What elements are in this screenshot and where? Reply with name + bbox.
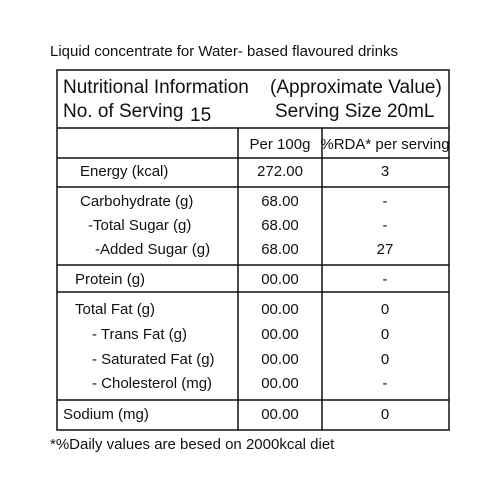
col-header: Per 100g xyxy=(250,136,311,153)
row-label: - Cholesterol (mg) xyxy=(92,375,212,392)
rda: 0 xyxy=(381,351,389,368)
col-header: %RDA* per serving xyxy=(320,136,449,153)
row-label: - Saturated Fat (g) xyxy=(92,351,215,368)
row-label: -Total Sugar (g) xyxy=(88,217,191,234)
per-100g: 00.00 xyxy=(261,271,299,288)
row-label: -Added Sugar (g) xyxy=(95,241,210,258)
rda: 0 xyxy=(381,301,389,318)
rda: - xyxy=(383,193,388,210)
row-label: Total Fat (g) xyxy=(75,301,155,318)
per-100g: 00.00 xyxy=(261,375,299,392)
per-100g: 00.00 xyxy=(261,351,299,368)
row-label: Energy (kcal) xyxy=(80,163,168,180)
subtitle: Liquid concentrate for Water- based flav… xyxy=(50,43,398,60)
per-100g: 272.00 xyxy=(257,163,303,180)
row-label: Carbohydrate (g) xyxy=(80,193,193,210)
rda: 0 xyxy=(381,326,389,343)
per-100g: 00.00 xyxy=(261,301,299,318)
title: Nutritional Information xyxy=(63,77,249,98)
note: (Approximate Value) xyxy=(270,77,442,98)
rda: 0 xyxy=(381,406,389,423)
footnote: *%Daily values are besed on 2000kcal die… xyxy=(50,436,335,453)
per-100g: 68.00 xyxy=(261,193,299,210)
row-label: Protein (g) xyxy=(75,271,145,288)
rda: - xyxy=(383,271,388,288)
rda: 27 xyxy=(377,241,394,258)
table-border xyxy=(56,69,450,431)
rda: 3 xyxy=(381,163,389,180)
per-100g: 68.00 xyxy=(261,241,299,258)
row-label: Sodium (mg) xyxy=(63,406,149,423)
servings: 15 xyxy=(190,105,211,126)
servings-label: No. of Serving xyxy=(63,101,183,122)
rda: - xyxy=(383,375,388,392)
serving-size: Serving Size 20mL xyxy=(275,101,434,122)
row-label: - Trans Fat (g) xyxy=(92,326,187,343)
rda: - xyxy=(383,217,388,234)
per-100g: 00.00 xyxy=(261,406,299,423)
per-100g: 00.00 xyxy=(261,326,299,343)
per-100g: 68.00 xyxy=(261,217,299,234)
